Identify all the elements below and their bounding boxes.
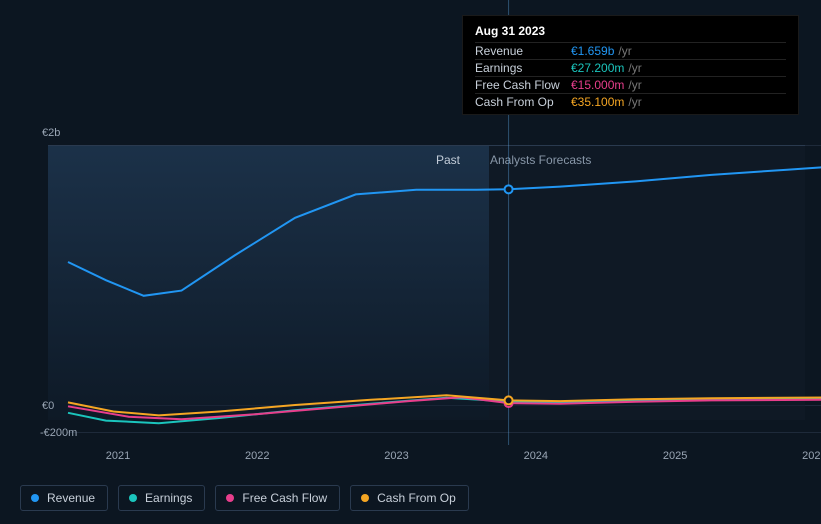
- y-tick-0: €0: [42, 400, 54, 412]
- cursor-dot-cfo: [505, 396, 513, 404]
- tooltip-row: Earnings€27.200m/yr: [475, 59, 786, 76]
- tooltip-row: Cash From Op€35.100m/yr: [475, 93, 786, 110]
- tooltip-row-unit: /yr: [628, 95, 641, 109]
- legend-label: Earnings: [145, 491, 192, 505]
- tooltip-row-value: €1.659b: [571, 44, 614, 58]
- legend-item-free-cash-flow[interactable]: Free Cash Flow: [215, 485, 340, 511]
- tooltip-row-label: Cash From Op: [475, 95, 571, 109]
- legend-dot: [129, 494, 137, 502]
- tooltip-row-value: €35.100m: [571, 95, 624, 109]
- x-tick-2022: 2022: [245, 450, 269, 462]
- series-line-fcf: [68, 397, 821, 419]
- tooltip-row-value: €27.200m: [571, 61, 624, 75]
- tooltip-row: Revenue€1.659b/yr: [475, 42, 786, 59]
- legend-label: Cash From Op: [377, 491, 456, 505]
- legend-item-revenue[interactable]: Revenue: [20, 485, 108, 511]
- x-tick-2025: 2025: [663, 450, 687, 462]
- legend-item-cash-from-op[interactable]: Cash From Op: [350, 485, 469, 511]
- tooltip-row-label: Free Cash Flow: [475, 78, 571, 92]
- legend-dot: [226, 494, 234, 502]
- chart-legend: Revenue Earnings Free Cash Flow Cash From O…: [20, 485, 469, 511]
- chart-svg: [68, 145, 821, 445]
- legend-label: Free Cash Flow: [242, 491, 327, 505]
- tooltip-row: Free Cash Flow€15.000m/yr: [475, 76, 786, 93]
- tooltip-row-unit: /yr: [618, 44, 631, 58]
- tooltip-row-value: €15.000m: [571, 78, 624, 92]
- legend-label: Revenue: [47, 491, 95, 505]
- cursor-dot-revenue: [505, 185, 513, 193]
- legend-item-earnings[interactable]: Earnings: [118, 485, 205, 511]
- x-axis: 2021 2022 2023 2024 2025 2026: [68, 450, 821, 464]
- x-tick-2024: 2024: [524, 450, 548, 462]
- tooltip-row-label: Earnings: [475, 61, 571, 75]
- tooltip-row-unit: /yr: [628, 61, 641, 75]
- x-tick-2023: 2023: [384, 450, 408, 462]
- tooltip-row-label: Revenue: [475, 44, 571, 58]
- tooltip-date: Aug 31 2023: [475, 24, 786, 38]
- series-line-revenue: [68, 167, 821, 296]
- legend-dot: [31, 494, 39, 502]
- tooltip-row-unit: /yr: [628, 78, 641, 92]
- chart-tooltip: Aug 31 2023 Revenue€1.659b/yrEarnings€27…: [462, 15, 799, 115]
- legend-dot: [361, 494, 369, 502]
- x-tick-2021: 2021: [106, 450, 130, 462]
- y-tick-2b: €2b: [42, 127, 60, 139]
- x-tick-2026: 2026: [802, 450, 821, 462]
